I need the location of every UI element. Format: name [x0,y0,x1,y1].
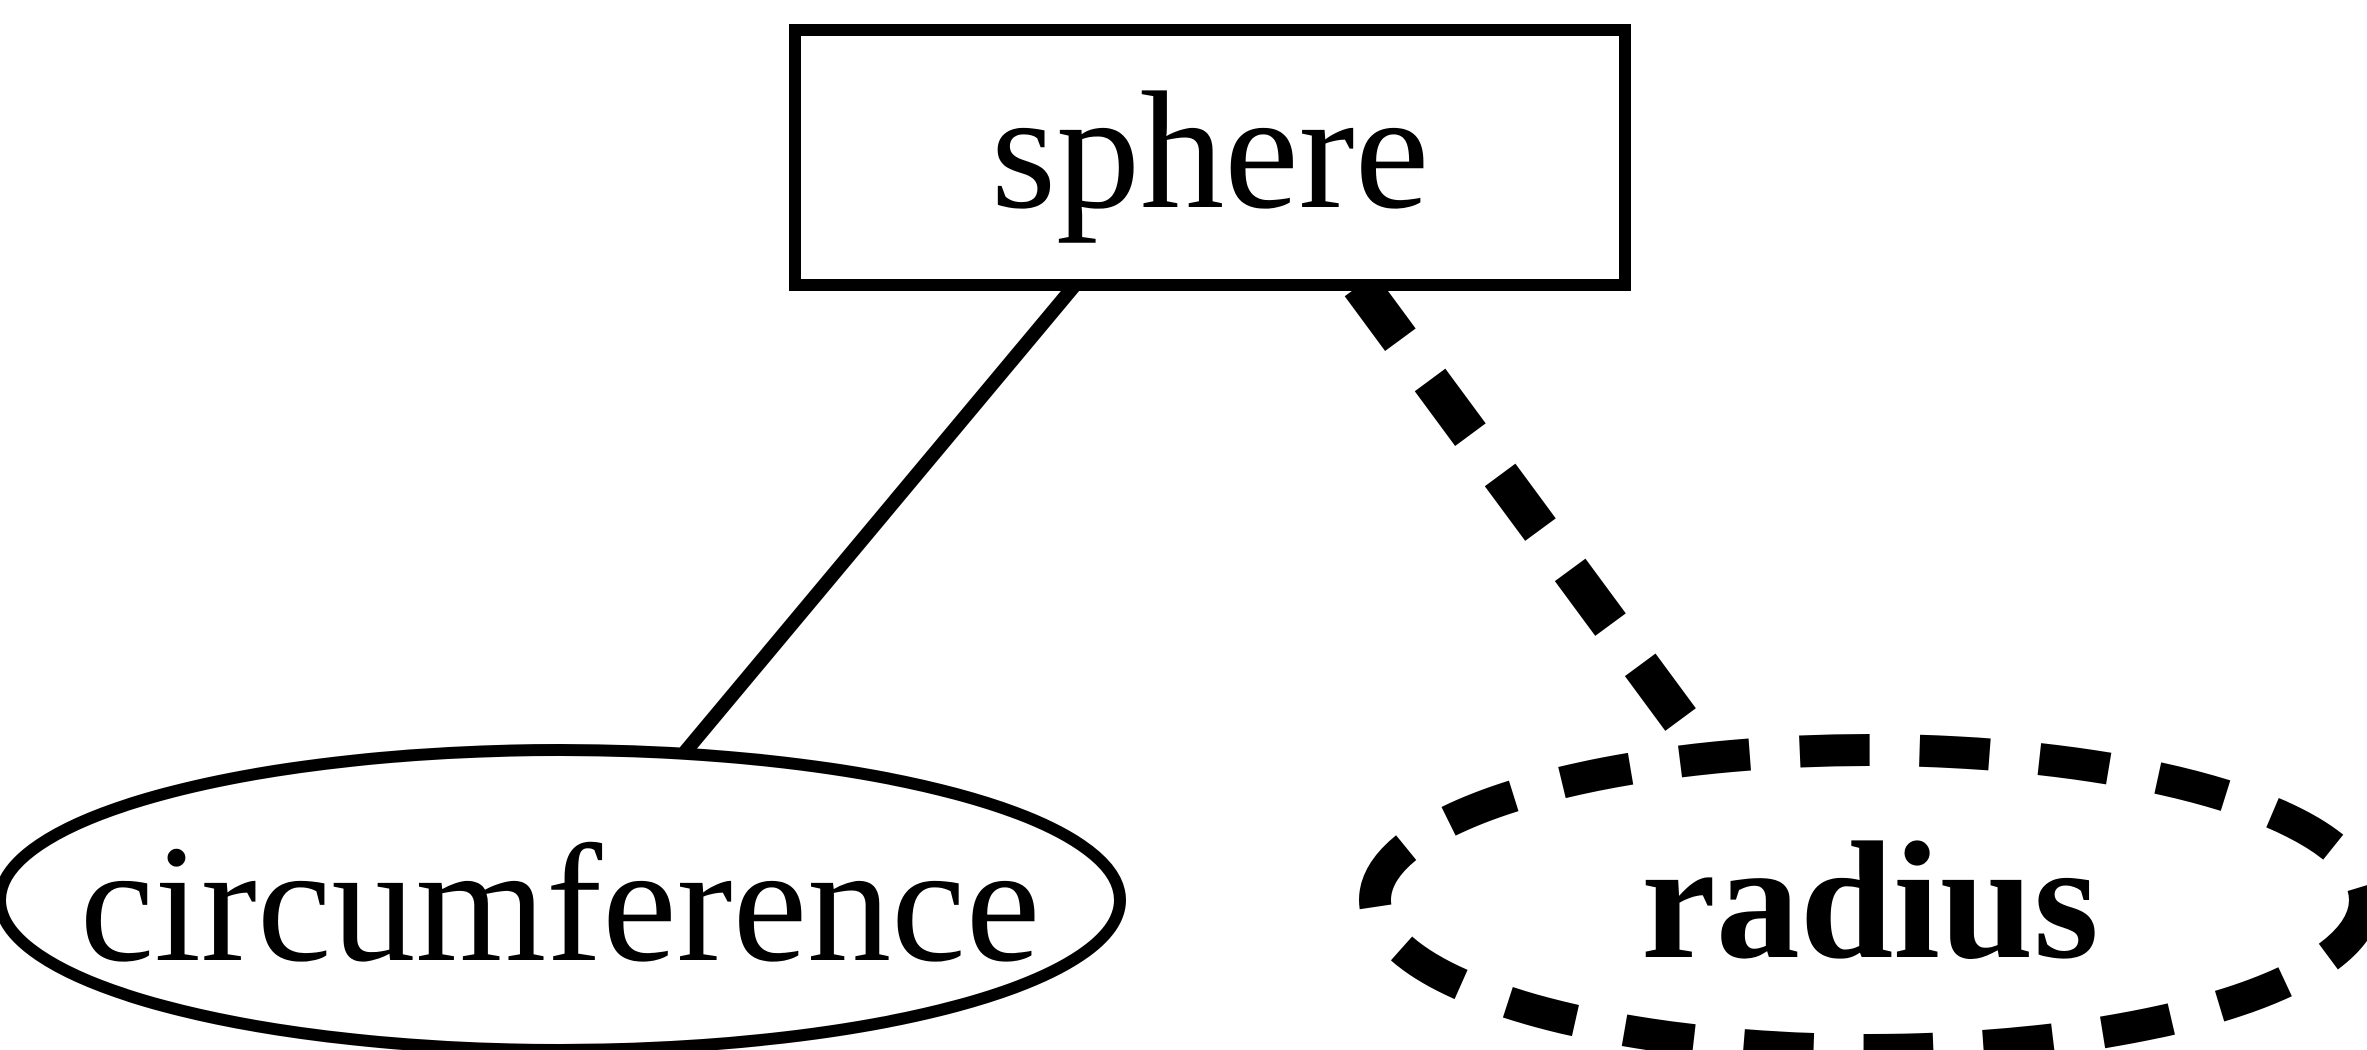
attribute-radius-label: radius [1375,805,2365,998]
edge-sphere-radius [1360,285,1720,773]
edge-sphere-circumference [680,285,1075,758]
attribute-circumference-label: circumference [0,808,1120,1001]
er-diagram: sphere circumference radius [0,0,2367,1050]
entity-sphere-label: sphere [795,55,1625,248]
